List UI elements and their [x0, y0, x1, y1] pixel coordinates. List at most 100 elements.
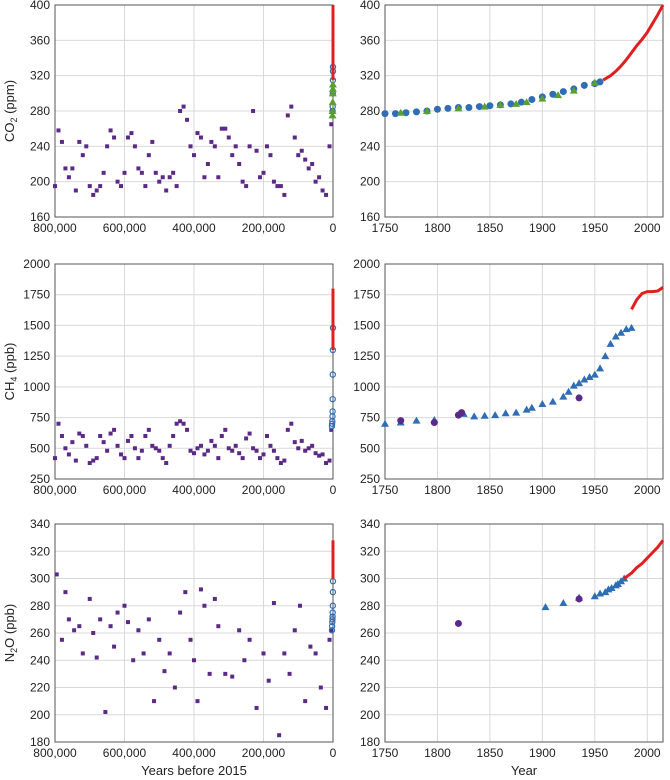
data-point: [324, 461, 329, 466]
y-axis-label: CH4 (ppb): [2, 343, 19, 401]
x-tick-label: 1850: [477, 221, 504, 235]
data-point: [412, 108, 420, 116]
data-point: [402, 109, 410, 117]
data-point: [617, 328, 626, 336]
data-point: [157, 448, 162, 453]
y-tick-label: 200: [30, 708, 50, 722]
data-point: [266, 678, 271, 683]
data-point: [188, 448, 193, 453]
data-point: [549, 90, 557, 98]
data-point: [108, 624, 113, 629]
data-point: [181, 421, 186, 426]
data-point: [167, 443, 172, 448]
data-point: [226, 446, 231, 451]
data-point: [465, 103, 473, 111]
data-point: [264, 144, 269, 149]
data-point: [122, 170, 127, 175]
data-point: [115, 179, 120, 184]
data-point: [226, 135, 231, 140]
y-axis-label: CO2 (ppm): [2, 80, 19, 142]
data-point: [575, 379, 584, 387]
data-point: [219, 126, 224, 131]
data-point: [596, 364, 605, 372]
data-point: [216, 175, 221, 180]
data-point: [261, 452, 266, 457]
data-point: [328, 622, 336, 630]
y-tick-label: 200: [30, 175, 50, 189]
y-tick-label: 160: [30, 210, 50, 224]
data-point: [310, 162, 315, 166]
data-point: [282, 192, 287, 197]
data-point: [131, 658, 136, 663]
data-point: [606, 339, 615, 347]
x-tick-label: 200,000: [242, 483, 286, 497]
data-point: [53, 456, 57, 461]
data-point: [205, 448, 210, 453]
data-point: [164, 461, 169, 466]
x-tick-label: 600,000: [103, 483, 147, 497]
data-point: [328, 420, 336, 427]
data-point: [527, 403, 536, 411]
data-point: [454, 104, 463, 112]
data-point: [230, 153, 235, 158]
x-tick-label: 800,000: [33, 483, 77, 497]
plot-frame: [384, 523, 664, 743]
data-point: [430, 418, 438, 426]
data-point: [480, 411, 489, 419]
data-point: [297, 603, 302, 608]
y-tick-label: 400: [30, 0, 50, 12]
data-point: [247, 637, 252, 642]
y-tick-label: 260: [30, 626, 50, 640]
y-tick-label: 340: [360, 517, 380, 531]
data-point: [251, 446, 256, 451]
data-point: [73, 188, 78, 193]
data-point: [183, 590, 188, 595]
data-point: [122, 456, 127, 461]
y-tick-label: 320: [360, 69, 380, 83]
data-point: [244, 436, 249, 441]
data-point: [327, 144, 332, 149]
data-point: [230, 674, 235, 679]
data-point: [115, 443, 120, 448]
data-point: [212, 443, 217, 448]
data-point: [77, 139, 82, 144]
data-point: [275, 184, 280, 189]
data-point: [202, 175, 207, 180]
data-point: [296, 153, 301, 158]
data-point: [136, 456, 141, 461]
data-point: [496, 100, 505, 108]
data-point: [328, 111, 337, 119]
data-point: [59, 139, 64, 144]
panel-n2o-recent: 1750 1800 1850 1900 1950 2000 180 200 220 240 260 2…: [360, 517, 665, 778]
data-point: [63, 446, 68, 451]
x-tick-label: 1750: [372, 221, 399, 235]
data-point: [303, 157, 308, 162]
data-point: [528, 96, 536, 104]
x-tick-label: 1900: [529, 746, 556, 760]
x-tick-label: 800,000: [33, 746, 77, 760]
y-tick-label: 500: [30, 441, 50, 455]
data-point: [101, 440, 106, 445]
data-point: [233, 443, 238, 448]
x-tick-label: 0: [330, 221, 337, 235]
y-tick-label: 240: [360, 653, 380, 667]
data-point: [329, 427, 334, 432]
data-point: [254, 448, 259, 453]
panel-ch4-long: 800,000 600,000 400,000 200,000 0 250 500 750 10…: [2, 257, 337, 497]
data-point: [209, 438, 214, 443]
data-point: [580, 81, 588, 89]
data-point: [132, 144, 137, 149]
y-tick-label: 250: [30, 472, 50, 486]
data-point: [329, 602, 336, 609]
data-point: [433, 105, 441, 113]
data-point: [119, 184, 124, 189]
data-point: [590, 370, 599, 378]
data-point: [320, 452, 325, 457]
x-tick-label: 0: [330, 483, 337, 497]
data-point: [470, 412, 479, 420]
x-tick-label: 1850: [477, 483, 504, 497]
data-point: [139, 448, 144, 453]
data-point: [63, 590, 68, 595]
data-point: [271, 179, 276, 184]
